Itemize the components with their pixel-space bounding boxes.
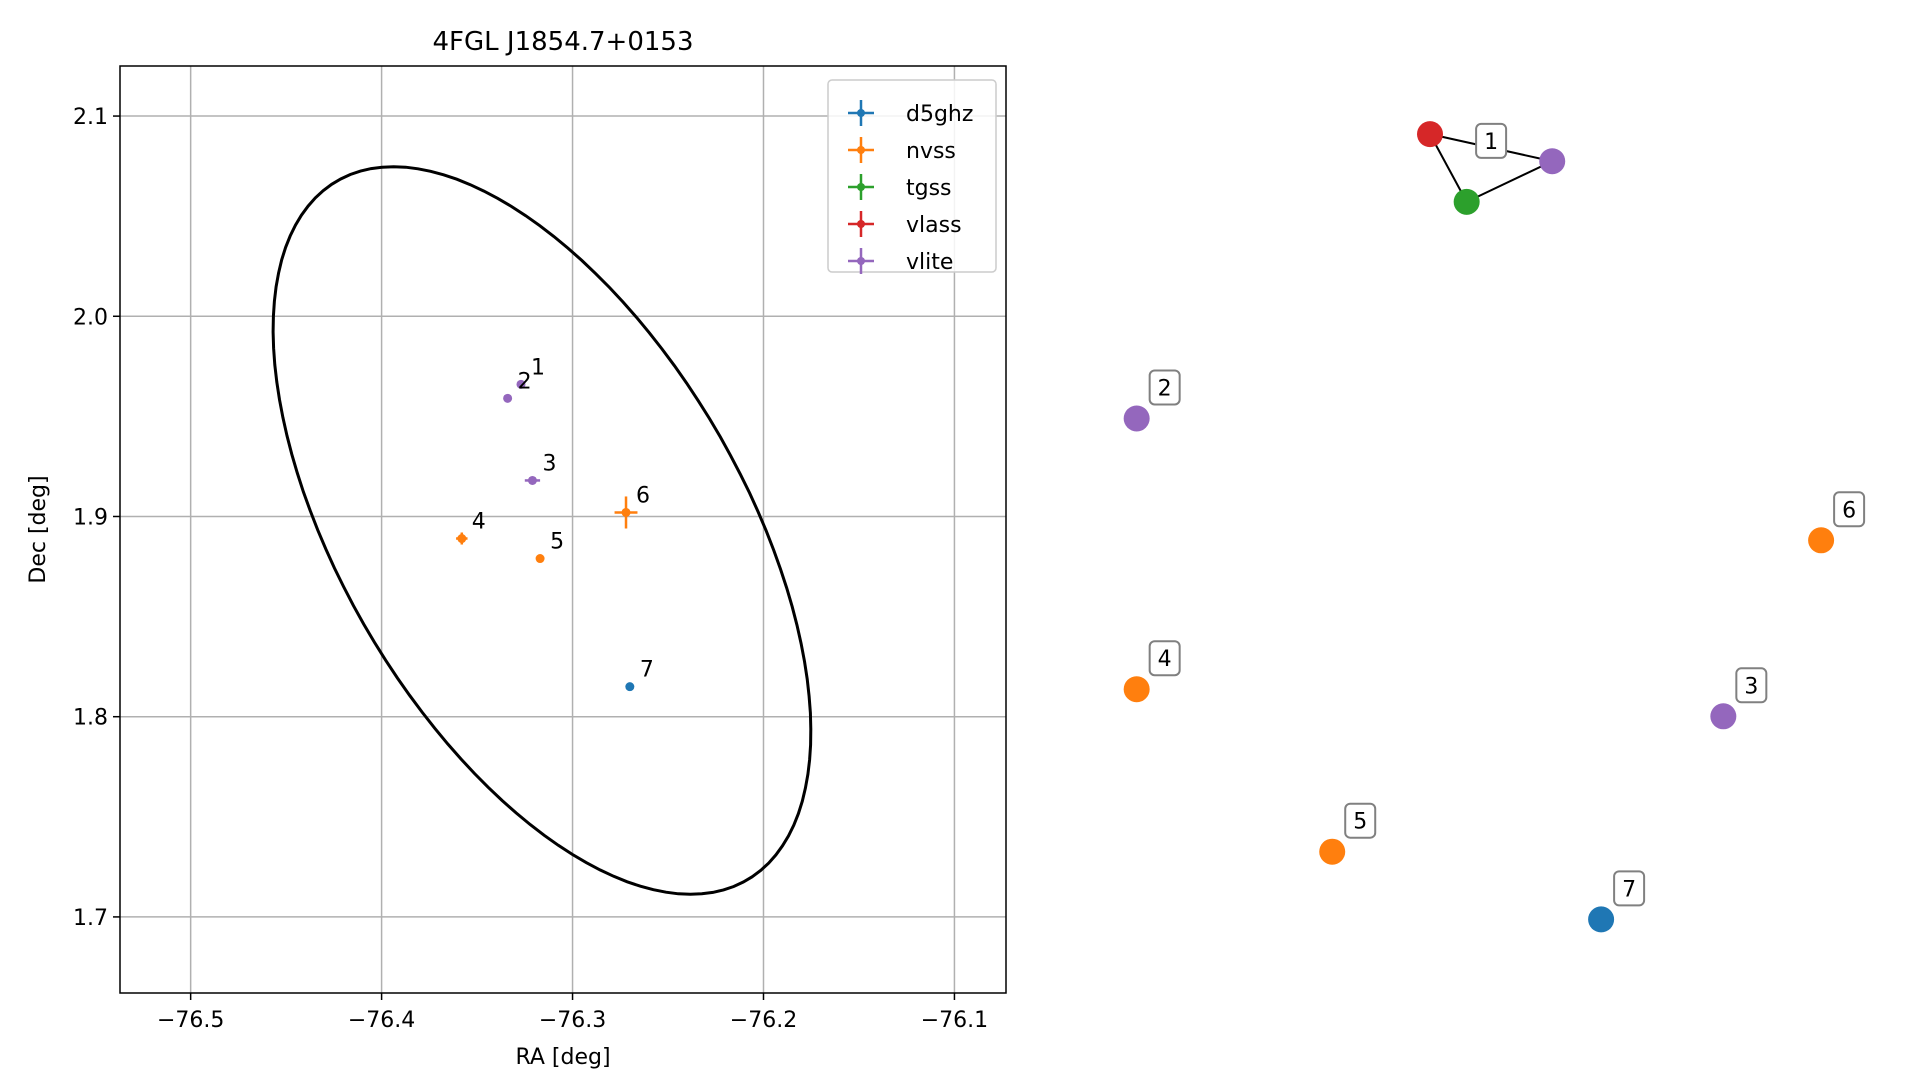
group-label-box bbox=[1475, 122, 1508, 159]
node-label: 7 bbox=[1622, 877, 1636, 902]
node-marker bbox=[1123, 405, 1150, 432]
data-point-3: 3 bbox=[524, 451, 556, 485]
point-label: 3 bbox=[542, 451, 556, 476]
legend-marker-dot bbox=[857, 220, 865, 228]
data-point-7: 7 bbox=[625, 658, 654, 692]
node-marker bbox=[1123, 676, 1150, 703]
node-label-box bbox=[1613, 870, 1646, 907]
legend-marker-dot bbox=[857, 109, 865, 117]
legend: d5ghz nvss tgss vlass vlite bbox=[827, 79, 997, 275]
point-label: 6 bbox=[636, 483, 650, 508]
node-label: 2 bbox=[1158, 376, 1172, 401]
point-marker bbox=[503, 393, 513, 403]
point-marker bbox=[625, 682, 635, 692]
graph-edge bbox=[1466, 160, 1553, 203]
node-label: 4 bbox=[1158, 647, 1172, 672]
node-label-box bbox=[1148, 369, 1181, 406]
y-tick-label: 2.0 bbox=[73, 305, 108, 330]
point-marker bbox=[535, 554, 545, 564]
x-axis-ticks: −76.5 −76.4 −76.3 −76.2 −76.1 bbox=[157, 993, 988, 1033]
x-tick-label: −76.1 bbox=[921, 1008, 988, 1033]
node-label-box bbox=[1735, 667, 1768, 704]
x-tick-label: −76.2 bbox=[730, 1008, 797, 1033]
node-marker bbox=[1417, 121, 1443, 148]
group-label: 1 bbox=[1475, 122, 1508, 159]
y-axis-label: Dec [deg] bbox=[26, 475, 51, 583]
data-points: 12 3 4 5 6 7 bbox=[456, 355, 654, 692]
node-label: 6 bbox=[1842, 498, 1856, 523]
data-point-6: 6 bbox=[614, 483, 650, 529]
legend-label: tgss bbox=[906, 176, 952, 201]
node-marker bbox=[1808, 527, 1835, 554]
node-label: 3 bbox=[1744, 674, 1758, 699]
localization-ellipse bbox=[271, 165, 813, 896]
node-marker bbox=[1710, 703, 1737, 730]
legend-entry-vlass: vlass bbox=[848, 211, 962, 238]
graph-node-1a bbox=[1417, 121, 1443, 148]
graph-node-6: 6 bbox=[1808, 491, 1866, 554]
chart-title: 4FGL J1854.7+0153 bbox=[433, 27, 694, 57]
point-marker bbox=[527, 475, 537, 485]
point-label: 1 bbox=[531, 355, 545, 380]
node-marker bbox=[1319, 838, 1346, 865]
source-association-graph: 2 6 4 3 5 7 1 bbox=[1123, 121, 1866, 933]
scatter-chart: 12 3 4 5 6 7 −76.5 −76.4 −76.3 −76.2 −76.1 1.7 1.8… bbox=[26, 27, 1007, 1070]
node-marker bbox=[1453, 188, 1480, 215]
graph-nodes: 2 6 4 3 5 7 1 bbox=[1123, 121, 1866, 933]
legend-entry-tgss: tgss bbox=[848, 174, 952, 201]
y-tick-label: 1.8 bbox=[73, 706, 108, 731]
legend-entry-vlite: vlite bbox=[848, 248, 953, 275]
node-marker bbox=[1539, 148, 1566, 175]
node-marker bbox=[1588, 906, 1615, 933]
point-marker bbox=[516, 379, 526, 389]
graph-node-1b bbox=[1453, 188, 1480, 215]
graph-node-4: 4 bbox=[1123, 640, 1181, 703]
node-label-box bbox=[1148, 640, 1181, 677]
node-label: 5 bbox=[1353, 810, 1367, 835]
data-point-2: 2 bbox=[503, 369, 532, 403]
graph-node-3: 3 bbox=[1710, 667, 1768, 730]
y-tick-label: 2.1 bbox=[73, 105, 108, 130]
plot-area-frame bbox=[119, 65, 1007, 994]
legend-marker-dot bbox=[857, 183, 865, 191]
x-axis-label: RA [deg] bbox=[515, 1045, 610, 1070]
y-tick-label: 1.9 bbox=[73, 505, 108, 530]
legend-entry-d5ghz: d5ghz bbox=[848, 100, 973, 127]
node-label-box bbox=[1344, 802, 1377, 839]
data-point-1: 1 bbox=[516, 355, 545, 389]
x-tick-label: −76.5 bbox=[157, 1008, 224, 1033]
y-tick-label: 1.7 bbox=[73, 906, 108, 931]
legend-label: nvss bbox=[906, 139, 956, 164]
graph-node-5: 5 bbox=[1319, 802, 1377, 865]
node-label-box bbox=[1833, 491, 1866, 528]
graph-node-1c bbox=[1539, 148, 1566, 175]
data-point-4: 4 bbox=[456, 510, 486, 545]
y-axis-ticks: 1.7 1.8 1.9 2.0 2.1 bbox=[73, 105, 120, 931]
data-point-5: 5 bbox=[535, 530, 564, 564]
legend-entry-nvss: nvss bbox=[848, 137, 956, 164]
group-label-text: 1 bbox=[1484, 130, 1498, 155]
point-label: 2 bbox=[518, 369, 532, 394]
graph-node-2: 2 bbox=[1123, 369, 1181, 432]
legend-label: d5ghz bbox=[906, 102, 973, 127]
legend-label: vlass bbox=[906, 213, 962, 238]
point-label: 4 bbox=[472, 510, 486, 535]
point-marker bbox=[457, 534, 467, 544]
x-tick-label: −76.4 bbox=[348, 1008, 415, 1033]
graph-node-7: 7 bbox=[1588, 870, 1646, 933]
point-marker bbox=[621, 507, 631, 517]
point-label: 5 bbox=[550, 530, 564, 555]
x-tick-label: −76.3 bbox=[539, 1008, 606, 1033]
legend-marker-dot bbox=[857, 146, 865, 154]
legend-marker-dot bbox=[857, 257, 865, 265]
legend-label: vlite bbox=[906, 250, 953, 275]
point-label: 7 bbox=[640, 658, 654, 683]
